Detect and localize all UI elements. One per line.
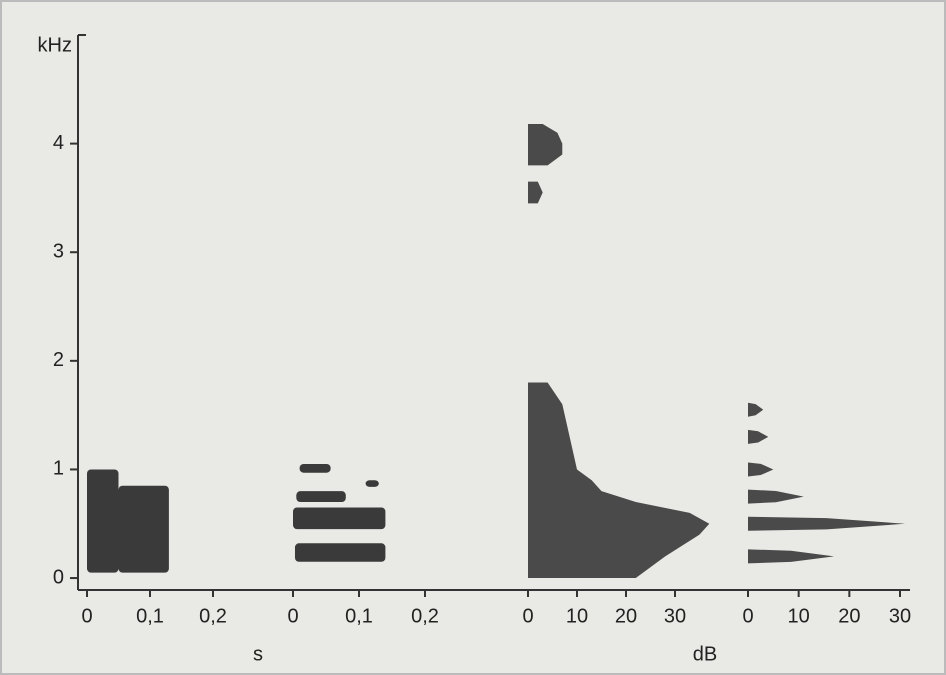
spectrogram-segment: [87, 469, 119, 573]
harmonic: [748, 516, 906, 531]
x-tick-label: 0: [522, 605, 533, 627]
spectrum-area: [528, 124, 563, 166]
x-tick-label: 20: [838, 605, 860, 627]
x-axis-label: dB: [693, 643, 717, 665]
spectrogram-segment: [293, 507, 386, 530]
y-axis-label: kHz: [38, 34, 72, 56]
spectrogram-segment: [294, 543, 386, 562]
y-tick-label: 4: [53, 132, 64, 154]
x-tick-label: 0,2: [199, 605, 227, 627]
x-tick-label: 30: [664, 605, 686, 627]
harmonic: [748, 429, 769, 444]
spectrogram-segment: [296, 491, 346, 503]
spectrum-area: [528, 382, 710, 579]
x-tick-label: 20: [615, 605, 637, 627]
x-tick-label: 0,1: [345, 605, 373, 627]
x-axis-label: s: [253, 643, 263, 665]
spectrogram-segment: [365, 480, 379, 487]
x-tick-label: 10: [566, 605, 588, 627]
y-tick-label: 1: [53, 458, 64, 480]
x-tick-label: 0: [742, 605, 753, 627]
x-tick-label: 0: [81, 605, 92, 627]
y-tick-label: 3: [53, 241, 64, 263]
harmonic: [748, 549, 835, 564]
spectrum-area: [528, 181, 543, 204]
x-tick-label: 30: [889, 605, 911, 627]
harmonic: [748, 462, 774, 477]
y-tick-label: 2: [53, 349, 64, 371]
x-tick-label: 10: [788, 605, 810, 627]
y-tick-label: 0: [53, 566, 64, 588]
x-tick-label: 0,1: [136, 605, 164, 627]
x-tick-label: 0: [287, 605, 298, 627]
spectrogram-segment: [118, 485, 169, 573]
harmonic: [748, 489, 804, 504]
x-tick-label: 0,2: [411, 605, 439, 627]
spectrogram-segment: [299, 464, 331, 473]
harmonic: [748, 402, 764, 417]
